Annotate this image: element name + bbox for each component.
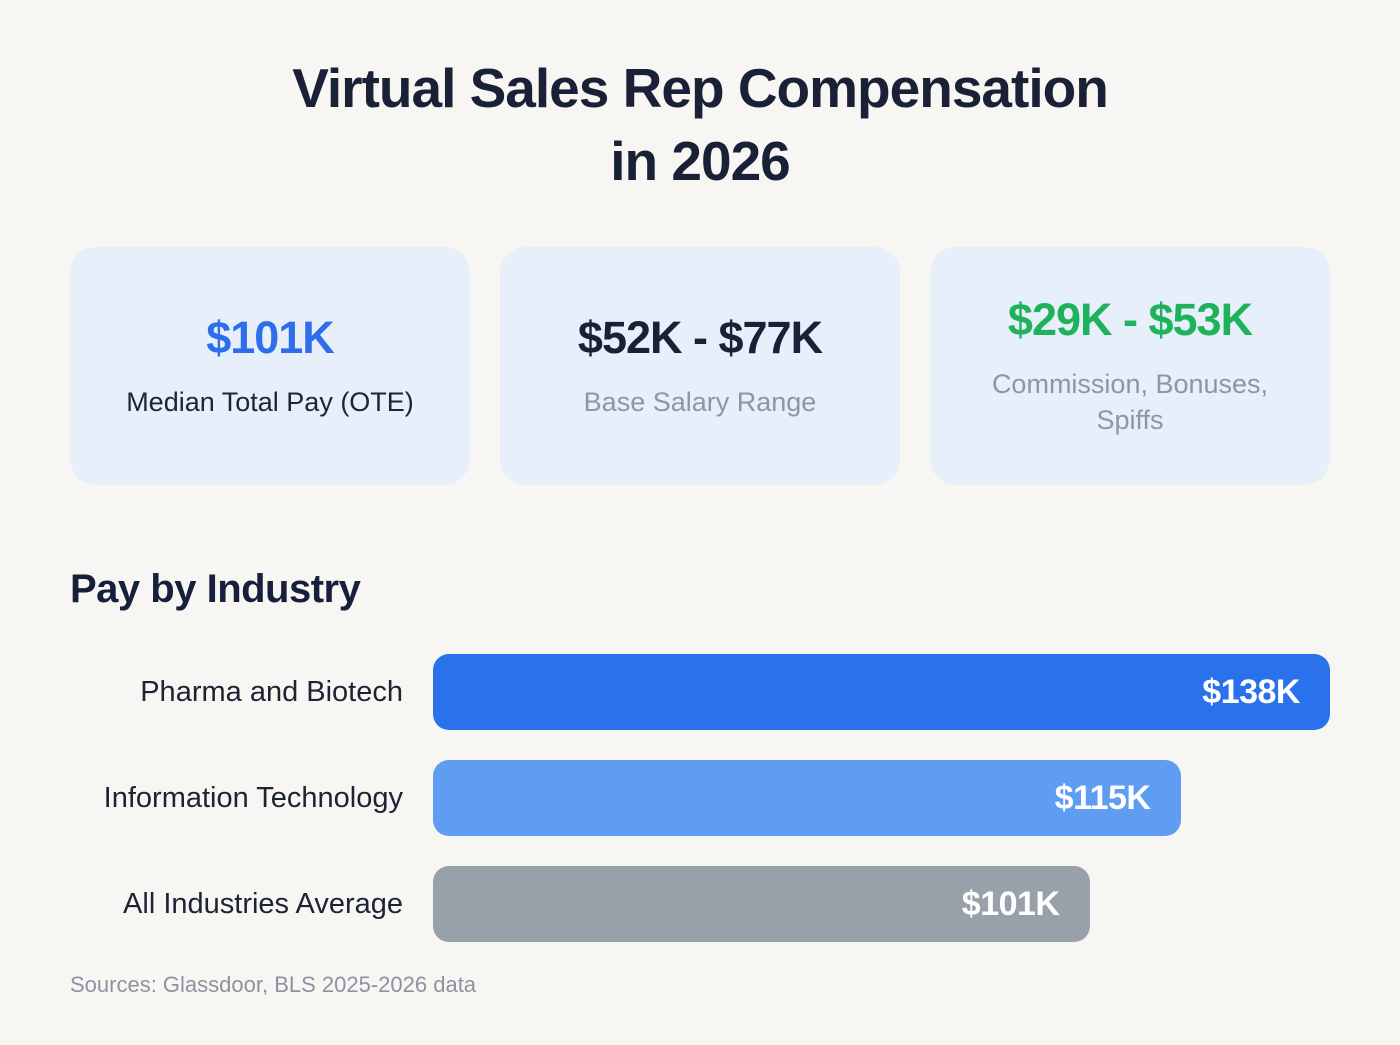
bar: $115K [433,760,1181,837]
stat-card-value: $52K - $77K [577,311,823,363]
stat-card-label: Base Salary Range [583,386,817,417]
stat-card-median-total-pay: $101K Median Total Pay (OTE) [70,247,470,486]
stat-card-label: Commission, Bonuses, Spiffs [991,368,1269,436]
bar-value-label: $115K [1054,778,1151,817]
bar-row: All Industries Average $101K [70,866,1330,943]
sources-footnote: Sources: Glassdoor, BLS 2025-2026 data [70,972,477,998]
stat-card-value: $101K [206,311,335,363]
bar-track: $115K [433,760,1330,837]
page-title: Virtual Sales Rep Compensation in 2026 [70,52,1330,197]
stat-card-commission-bonuses: $29K - $53K Commission, Bonuses, Spiffs [930,247,1330,486]
bar-track: $101K [433,866,1330,943]
page-title-line2: in 2026 [610,129,791,192]
stat-card-label: Median Total Pay (OTE) [126,386,414,417]
bar-value-label: $138K [1202,672,1300,711]
stat-card-base-salary-range: $52K - $77K Base Salary Range [500,247,900,486]
page-title-line1: Virtual Sales Rep Compensation [292,57,1109,119]
pay-by-industry-bar-chart: Pharma and Biotech $138K Information Tec… [70,654,1330,943]
bar: $101K [433,866,1090,943]
bar-row: Pharma and Biotech $138K [70,654,1330,731]
bar-row: Information Technology $115K [70,760,1330,837]
bar-category-label: Information Technology [103,781,403,814]
stat-cards: $101K Median Total Pay (OTE) $52K - $77K… [70,247,1330,486]
bar: $138K [433,654,1330,731]
bar-track: $138K [433,654,1330,731]
bar-category-label: All Industries Average [123,887,403,920]
bar-value-label: $101K [961,884,1060,923]
section-heading-pay-by-industry: Pay by Industry [70,567,361,612]
stat-card-value: $29K - $53K [1007,293,1253,345]
bar-category-label: Pharma and Biotech [140,675,403,708]
